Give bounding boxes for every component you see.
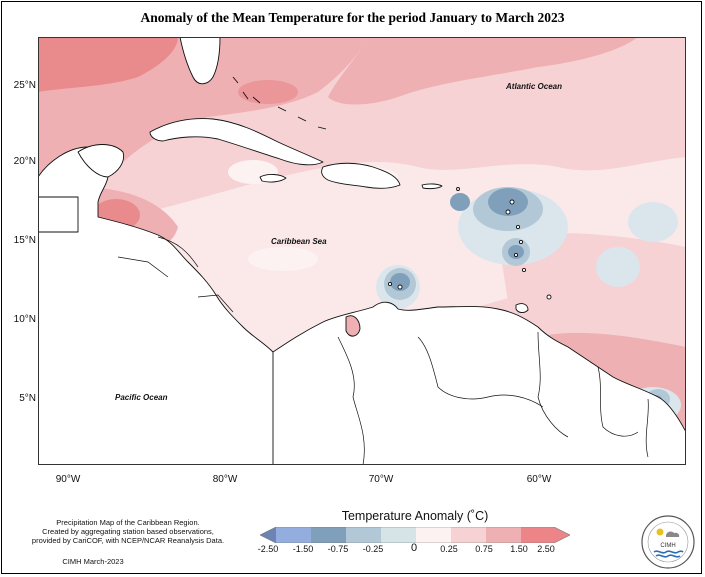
cloud-icon — [666, 531, 680, 537]
land-island-8 — [397, 284, 403, 290]
anomaly-cool-zone-east-1 — [628, 202, 678, 242]
land-island-7 — [456, 187, 460, 191]
cimh-logo: CIMH — [641, 515, 695, 569]
lat-tick-20n: 20°N — [13, 156, 36, 167]
anomaly-cool-zone-strong-aruba — [390, 273, 410, 291]
anomaly-cool-zone-strong-grenada — [508, 245, 524, 259]
lon-tick-80w: 80°W — [212, 474, 238, 485]
anomaly-warm-zone-bahamas — [328, 37, 638, 105]
land-cuba — [149, 118, 324, 166]
lat-tick-5n: 5°N — [19, 393, 36, 404]
legend-tick-1: -2.50 — [257, 544, 279, 554]
legend-bin-5 — [381, 527, 416, 543]
legend-bin-10 — [554, 527, 570, 543]
legend-tick-7: 0.75 — [475, 544, 493, 554]
anomaly-cool-zone-strong-lesser-antilles — [488, 188, 528, 216]
legend-tick-3: -0.75 — [327, 544, 349, 554]
land-yucatan — [77, 144, 125, 178]
legend-bin-7 — [451, 527, 486, 543]
lat-tick-10n: 10°N — [13, 314, 36, 325]
figure-title: Anomaly of the Mean Temperature for the … — [140, 10, 565, 25]
land-island-2 — [509, 199, 515, 205]
legend-tick-9: 2.50 — [537, 544, 555, 554]
lon-tick-70w: 70°W — [368, 474, 394, 485]
legend-tick-4: -0.25 — [362, 544, 384, 554]
sun-icon — [656, 528, 664, 536]
cimh-logo-ring — [641, 515, 695, 569]
legend-bin-2 — [276, 527, 311, 543]
lat-tick-25n: 25°N — [13, 80, 36, 91]
legend-bin-1 — [260, 527, 276, 543]
legend-bin-3 — [311, 527, 346, 543]
lat-tick-15n: 15°N — [13, 235, 36, 246]
legend-tick-5: 0 — [410, 542, 418, 554]
legend-colorbar — [260, 527, 570, 543]
land-trinidad — [515, 303, 529, 313]
land-border-guatemala — [38, 196, 79, 233]
footer-line-2: Created by aggregating station based obs… — [42, 527, 214, 536]
land-island-3 — [515, 224, 521, 230]
land-masses — [38, 37, 686, 465]
legend-bin-6 — [416, 527, 451, 543]
cimh-logo-text: CIMH — [660, 543, 675, 549]
land-hispaniola — [321, 162, 401, 189]
land-island-4 — [518, 239, 524, 245]
lon-tick-60w: 60°W — [526, 474, 552, 485]
wave-icon-2 — [655, 554, 681, 558]
land-florida — [179, 37, 221, 85]
land-island-9 — [387, 281, 393, 287]
land-lake-maracaibo — [345, 315, 361, 337]
land-island-6 — [521, 267, 527, 273]
legend-tick-6: 0.25 — [440, 544, 458, 554]
land-island-5 — [513, 252, 519, 258]
land-puerto-rico — [421, 183, 443, 190]
footer-credit: CIMH March-2023 — [62, 557, 124, 566]
legend-bin-4 — [346, 527, 381, 543]
cimh-logo-inner-ring — [647, 521, 689, 563]
footer-line-3: provided by CariCOF, with NCEP/NCAR Rean… — [31, 536, 225, 545]
wave-icon — [653, 550, 684, 554]
label-atlantic-ocean: Atlantic Ocean — [505, 82, 562, 91]
land-bahamas — [232, 76, 327, 130]
anomaly-map: Atlantic Ocean Caribbean Sea Pacific Oce… — [38, 37, 686, 465]
anomaly-warm-zone-strong-bahamas — [238, 80, 298, 104]
lon-tick-90w: 90°W — [55, 474, 81, 485]
anomaly-warm-zone-strong-north — [38, 37, 178, 92]
land-island-10 — [546, 294, 552, 300]
footer-line-1: Precipitation Map of the Caribbean Regio… — [56, 518, 200, 527]
land-jamaica — [259, 174, 287, 183]
label-caribbean-sea: Caribbean Sea — [271, 237, 327, 246]
footer-notes: Precipitation Map of the Caribbean Regio… — [8, 518, 248, 545]
country-borders — [117, 236, 649, 465]
legend-bin-8 — [486, 527, 521, 543]
land-south-america — [272, 301, 686, 465]
anomaly-cool-zone-strong-virgin — [450, 193, 470, 211]
land-island-1 — [505, 209, 511, 215]
legend-bin-9 — [521, 527, 554, 543]
legend-tick-8: 1.50 — [510, 544, 528, 554]
anomaly-neutral-pocket-caribbean — [248, 247, 318, 271]
legend-tick-2: -1.50 — [292, 544, 314, 554]
anomaly-cool-zone-east-2 — [596, 247, 640, 287]
label-pacific-ocean: Pacific Ocean — [115, 393, 168, 402]
map-border — [38, 37, 686, 465]
legend-title: Temperature Anomaly (˚C) — [341, 509, 489, 523]
